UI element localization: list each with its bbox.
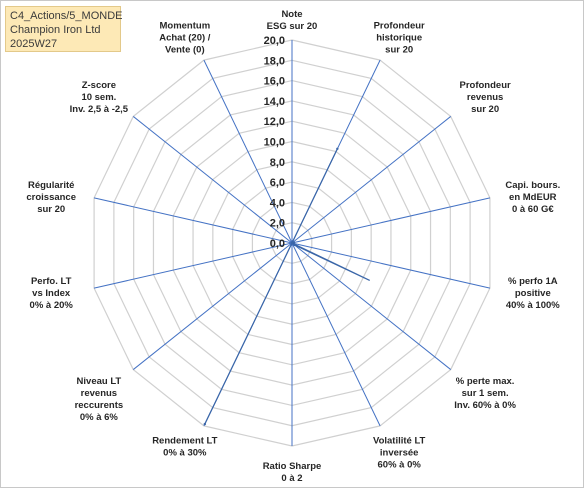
axis-category-label-line: 0% à 20% <box>30 300 74 311</box>
axis-category-label-line: sur 20 <box>385 44 413 55</box>
data-point <box>293 243 296 247</box>
axis-category-label-line: Capi. bours. <box>505 180 560 191</box>
axis-category-label-line: reccurents <box>75 400 124 411</box>
radial-tick-label: 18,0 <box>264 55 285 67</box>
axis-category-label-line: Ratio Sharpe <box>263 461 322 472</box>
axis-category-label-line: revenus <box>81 388 117 399</box>
axis-category-label-line: Z-score <box>82 80 116 91</box>
axis-category-label-line: Achat (20) / <box>159 32 211 43</box>
axis-category-label-line: inversée <box>380 448 419 459</box>
axis-spoke <box>132 242 293 370</box>
axis-category-label-line: sur 20 <box>37 204 65 215</box>
axis-category-label: Capi. bours. en MdEUR 0 à 60 G€ <box>505 180 560 215</box>
axis-category-label-line: ESG sur 20 <box>267 21 318 32</box>
axis-category-label-line: Profondeur <box>374 20 425 31</box>
axis-category-label-line: sur 20 <box>471 104 499 115</box>
radial-tick-label: 4,0 <box>270 197 285 209</box>
axis-category-label-line: 0 à 60 G€ <box>512 204 554 215</box>
data-point <box>292 241 296 244</box>
info-box: C4_Actions/5_MONDE Champion Iron Ltd 202… <box>5 6 123 52</box>
info-company: Champion Iron Ltd <box>10 24 101 36</box>
axis-category-label-line: Régularité <box>28 180 74 191</box>
axis-category-label: Rendement LT 0% à 30% <box>152 436 217 459</box>
axis-category-label-line: historique <box>376 32 422 43</box>
axis-category-label-line: 0% à 6% <box>80 412 119 423</box>
axis-category-label-line: Inv. 2,5 à -2,5 <box>70 104 129 115</box>
axis-spoke <box>291 242 381 427</box>
axis-category-label-line: Inv. 60% à 0% <box>454 400 516 411</box>
axis-category-label-line: positive <box>515 288 551 299</box>
radial-tick-label: 12,0 <box>264 116 285 128</box>
axis-spoke <box>291 197 491 244</box>
axis-category-label-line: Perfo. LT <box>31 276 72 287</box>
axis-spoke <box>203 59 293 244</box>
axis-category-label: Niveau LT revenus reccurents 0% à 6% <box>75 376 124 423</box>
axis-category-label-line: % perte max. <box>456 376 515 387</box>
axis-category-label-line: croissance <box>26 192 76 203</box>
axis-spoke <box>291 242 452 370</box>
axis-category-label-line: 10 sem. <box>81 92 116 103</box>
axis-category-label: Régularité croissance sur 20 <box>26 180 76 215</box>
radial-tick-label: 8,0 <box>270 157 285 169</box>
axis-category-label: Note ESG sur 20 <box>267 9 318 32</box>
axis-category-label: Z-score 10 sem. Inv. 2,5 à -2,5 <box>70 80 129 115</box>
data-point <box>336 147 339 151</box>
radial-tick-label: 14,0 <box>264 96 285 108</box>
axis-category-label-line: 0 à 2 <box>281 473 302 484</box>
radial-tick-label: 16,0 <box>264 76 285 88</box>
axis-category-label-line: Volatilité LT <box>373 436 426 447</box>
axis-category-label-line: 0% à 30% <box>163 448 207 459</box>
axis-category-label-line: % perfo 1A <box>508 276 558 287</box>
axis-category-label: Momentum Achat (20) / Vente (0) <box>159 20 211 55</box>
axis-category-label: % perte max. sur 1 sem. Inv. 60% à 0% <box>454 376 516 411</box>
axis-category-label-line: 60% à 0% <box>378 460 422 471</box>
data-point <box>290 241 294 245</box>
axis-category-label-line: 40% à 100% <box>506 300 560 311</box>
axis-spoke <box>132 116 293 244</box>
axis-spoke <box>291 242 491 289</box>
info-category: C4_Actions/5_MONDE <box>10 10 123 22</box>
axis-category-label-line: Vente (0) <box>165 44 205 55</box>
axis-spoke <box>93 197 293 244</box>
axis-category-label-line: Note <box>281 9 302 20</box>
axis-category-label-line: revenus <box>467 92 503 103</box>
radial-tick-label: 2,0 <box>270 218 285 230</box>
axis-category-label: Profondeur revenus sur 20 <box>460 80 511 115</box>
axis-category-label-line: Profondeur <box>460 80 511 91</box>
axis-category-label-line: sur 1 sem. <box>462 388 509 399</box>
radial-tick-label: 6,0 <box>270 177 285 189</box>
radial-tick-label: 20,0 <box>264 35 285 47</box>
axis-category-label: Profondeur historique sur 20 <box>374 20 425 55</box>
data-point <box>203 422 207 426</box>
data-series-area <box>204 148 370 425</box>
radial-tick-label: 0,0 <box>270 238 285 250</box>
axis-category-label-line: Niveau LT <box>77 376 122 387</box>
axis-spoke <box>93 242 293 289</box>
axis-category-label: Perfo. LT vs Index 0% à 20% <box>30 276 74 311</box>
axis-category-label-line: vs Index <box>32 288 71 299</box>
axis-category-label-line: en MdEUR <box>509 192 557 203</box>
axis-category-label: Ratio Sharpe 0 à 2 <box>263 461 322 484</box>
radial-tick-label: 10,0 <box>264 137 285 149</box>
axis-spoke <box>291 116 452 244</box>
axis-category-label-line: Rendement LT <box>152 436 217 447</box>
axis-category-label: Volatilité LT inversée 60% à 0% <box>373 436 426 471</box>
info-week: 2025W27 <box>10 38 58 50</box>
axis-category-label-line: Momentum <box>159 20 210 31</box>
axis-category-label: % perfo 1A positive 40% à 100% <box>506 276 560 311</box>
